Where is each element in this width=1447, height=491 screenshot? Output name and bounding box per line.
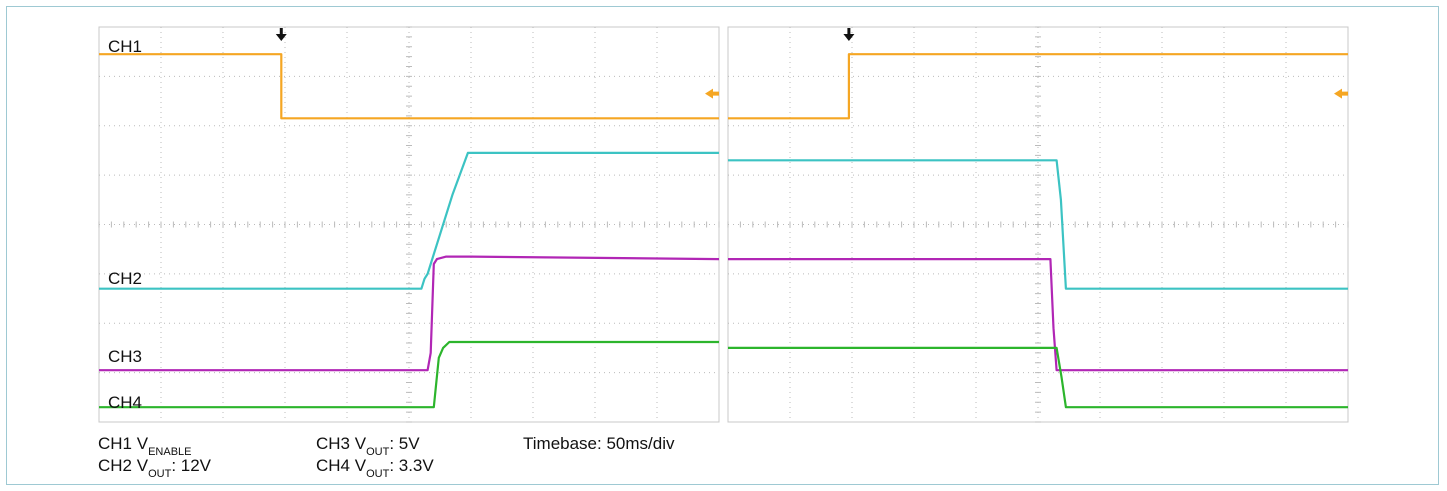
caption-ch4-post: : 3.3V (389, 456, 434, 475)
timebase-label: Timebase: 50ms/div (523, 434, 675, 453)
caption-ch2-pre: CH2 V (98, 456, 149, 475)
trace-ch1 (99, 53, 719, 120)
trigger-arrow-icon (843, 28, 855, 41)
caption-ch3: CH3 VOUT: 5V (316, 434, 420, 458)
caption-ch1-sub: ENABLE (148, 446, 191, 458)
scope-panel-left (98, 26, 720, 423)
caption-ch3-post: : 5V (389, 434, 420, 453)
caption-ch1-pre: CH1 V (98, 434, 149, 453)
ch1-label: CH1 (108, 37, 142, 56)
caption-ch3-pre: CH3 V (316, 434, 367, 453)
scope-panel-right (727, 26, 1349, 423)
trace-ch1 (728, 53, 1348, 120)
grid-lines (98, 26, 720, 423)
caption-ch4-pre: CH4 V (316, 456, 367, 475)
trace-ch4 (728, 346, 1348, 409)
ch1-level-arrow-icon (1334, 88, 1348, 99)
trace-ch3 (728, 258, 1348, 372)
trace-ch2 (728, 159, 1348, 290)
trigger-arrow-icon (275, 28, 287, 41)
trace-ch3 (99, 255, 720, 372)
caption-ch4: CH4 VOUT: 3.3V (316, 456, 434, 480)
caption-ch3-sub: OUT (366, 446, 390, 458)
caption-ch2: CH2 VOUT: 12V (98, 456, 212, 480)
trace-ch4 (99, 340, 719, 409)
figure-frame (6, 6, 1439, 485)
ch1-level-arrow-icon (705, 88, 719, 99)
caption-ch4-sub: OUT (366, 468, 390, 480)
ch2-label: CH2 (108, 269, 142, 288)
ch3-label: CH3 (108, 347, 142, 366)
ch4-label: CH4 (108, 393, 142, 412)
trace-ch2 (99, 151, 719, 290)
caption-ch2-sub: OUT (148, 468, 172, 480)
grid-lines (727, 26, 1349, 423)
caption-ch2-post: : 12V (171, 456, 211, 475)
caption-ch1: CH1 VENABLE (98, 434, 192, 458)
